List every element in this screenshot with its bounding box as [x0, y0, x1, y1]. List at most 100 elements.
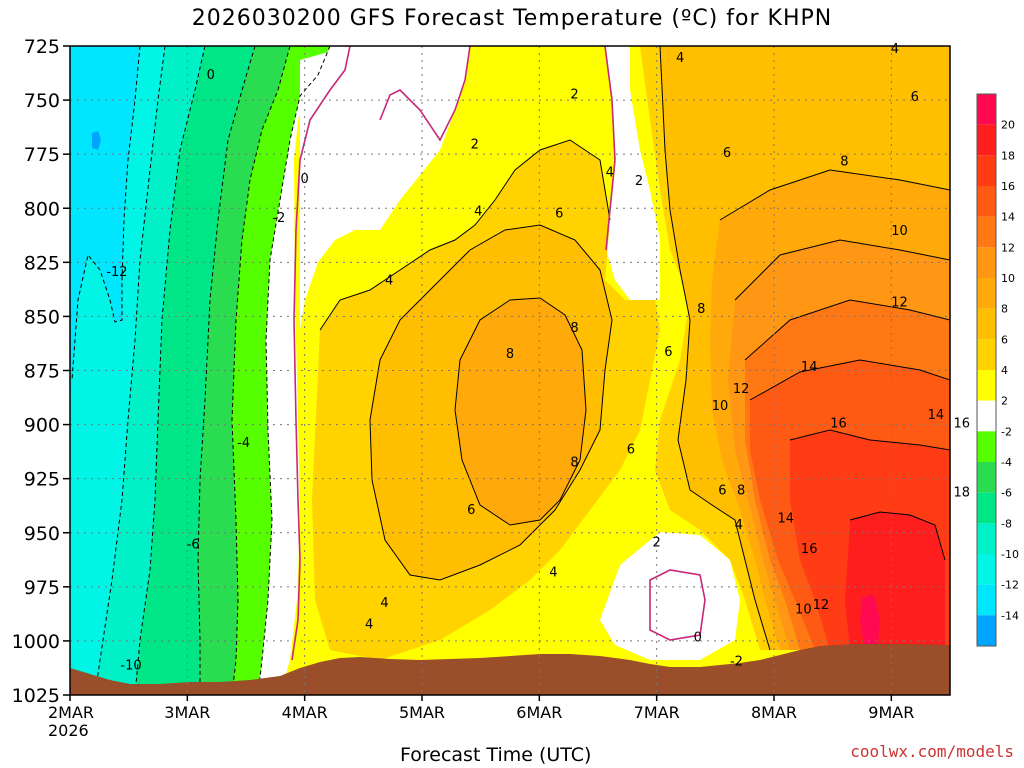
- x-tick-label: 6MAR: [516, 703, 562, 722]
- contour-label: 6: [718, 483, 726, 498]
- contour-label: -2: [272, 211, 285, 226]
- x-tick-label: 4MAR: [282, 703, 328, 722]
- colorbar-label: -6: [1001, 487, 1012, 500]
- contour-label: 0: [207, 68, 215, 83]
- contour-label: 6: [467, 503, 475, 518]
- colorbar-swatch: [977, 308, 996, 340]
- y-tick-label: 925: [24, 469, 60, 491]
- contour-label: 12: [813, 598, 830, 613]
- contour-label: 4: [365, 618, 373, 633]
- colorbar-swatch: [977, 523, 996, 554]
- contour-label: 14: [777, 512, 794, 527]
- contour-label: 10: [891, 224, 908, 239]
- terrain: [70, 644, 950, 695]
- colorbar-label: 20: [1001, 119, 1015, 132]
- colorbar-swatch: [977, 615, 996, 646]
- colorbar-swatch: [977, 584, 996, 616]
- colorbar-label: -12: [1001, 579, 1019, 592]
- contour-lines: [319, 46, 950, 651]
- band-zero-upper: [300, 46, 470, 330]
- colorbar-swatch: [977, 370, 996, 401]
- colorbar-frame: [976, 93, 997, 647]
- colorbar-swatch: [977, 339, 996, 370]
- contour-label: 18: [953, 486, 970, 501]
- band-8: [455, 298, 586, 525]
- band-zero-lower: [600, 532, 740, 660]
- colorbar-swatch: [977, 278, 996, 309]
- x-tick-label: 5MAR: [399, 703, 445, 722]
- y-tick-label: 875: [24, 361, 60, 383]
- x-tick-label: 7MAR: [634, 703, 680, 722]
- y-axis: 725 750 775 800 825 850 875 900 925 950 975 1000 102…: [12, 36, 70, 707]
- y-tick-label: 950: [24, 523, 60, 545]
- x-axis: 2MAR 3MAR 4MAR 5MAR 6MAR 7MAR 8MAR 9MAR 2026: [48, 695, 914, 740]
- colorbar-label: 6: [1001, 333, 1008, 346]
- contour-label: 2: [471, 137, 479, 152]
- y-tick-label: 1025: [12, 685, 60, 707]
- contour-label: 6: [911, 90, 919, 105]
- contour-label: 4: [606, 165, 614, 180]
- contour-label: 4: [549, 566, 557, 581]
- y-tick-label: 825: [24, 252, 60, 274]
- y-tick-label: 800: [24, 198, 60, 220]
- colorbar-swatch: [977, 124, 996, 156]
- colorbar-label: 14: [1001, 211, 1015, 224]
- contour-label: 2: [570, 88, 578, 103]
- colorbar-swatch: [977, 554, 996, 585]
- x-axis-label: Forecast Time (UTC): [400, 744, 592, 766]
- contour-label: 16: [830, 416, 847, 431]
- colorbar-label: 4: [1001, 364, 1008, 377]
- contour-label: 6: [627, 442, 635, 457]
- y-tick-label: 725: [24, 36, 60, 58]
- contour-label: 6: [555, 207, 563, 222]
- grid-lines: [70, 46, 950, 695]
- contour-label: -6: [187, 538, 200, 553]
- contour-label: -2: [730, 654, 743, 669]
- contour-label: 8: [737, 483, 745, 498]
- colorbar-swatch: [977, 247, 996, 278]
- colorbar-label: 8: [1001, 303, 1008, 316]
- colorbar-label: -8: [1001, 517, 1012, 530]
- colorbar: 20 18 16 14 12 10 8 6 4 2 -2 -4 -6 -8 -10 -12 -14: [976, 93, 1019, 647]
- x-tick-label: 2MAR: [48, 703, 94, 722]
- contour-label: 8: [570, 321, 578, 336]
- contour-label: 6: [664, 345, 672, 360]
- band-20: [860, 594, 880, 646]
- colorbar-swatch: [977, 216, 996, 248]
- colorbar-swatch: [977, 492, 996, 524]
- band-minus16: [92, 131, 101, 150]
- contour-label: 4: [385, 274, 393, 289]
- colorbar-label: 18: [1001, 149, 1015, 162]
- contour-label: 10: [712, 399, 729, 414]
- colorbar-label: -14: [1001, 609, 1019, 622]
- contour-label: 2: [635, 174, 643, 189]
- zero-contours: [291, 46, 706, 661]
- contour-label: 8: [506, 347, 514, 362]
- colorbar-label: -4: [1001, 456, 1012, 469]
- colorbar-label: -2: [1001, 425, 1012, 438]
- y-tick-label: 900: [24, 415, 60, 437]
- x-tick-label: 9MAR: [868, 703, 914, 722]
- contour-label: 4: [735, 518, 743, 533]
- dashed-contours: [71, 46, 331, 695]
- contour-label: -12: [106, 265, 127, 280]
- colorbar-swatch: [977, 431, 996, 462]
- x-tick-label: 8MAR: [751, 703, 797, 722]
- y-tick-label: 850: [24, 306, 60, 328]
- contour-label: 14: [801, 360, 818, 375]
- contour-label: -4: [237, 436, 250, 451]
- contour-label: 8: [570, 455, 578, 470]
- contour-label: 8: [697, 302, 705, 317]
- contour-label: 14: [928, 408, 945, 423]
- colorbar-swatch: [977, 186, 996, 217]
- band-minus14: [70, 46, 140, 400]
- credit-link[interactable]: coolwx.com/models: [850, 742, 1014, 761]
- colorbar-label: 2: [1001, 395, 1008, 408]
- y-tick-label: 750: [24, 90, 60, 112]
- band-18: [845, 512, 945, 650]
- colorbar-label: -10: [1001, 548, 1019, 561]
- contour-labels: 000-2-4-6-10-122222-24444444446666666888…: [106, 42, 970, 674]
- contour-label: 6: [723, 146, 731, 161]
- contour-label: 0: [301, 172, 309, 187]
- x-year-label: 2026: [48, 721, 89, 740]
